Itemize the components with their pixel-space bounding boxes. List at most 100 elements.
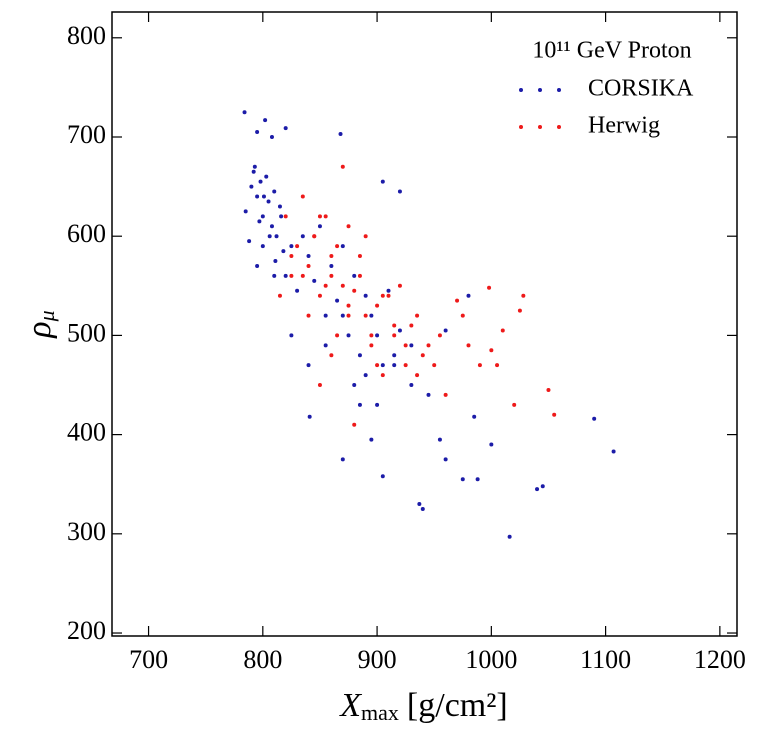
scatter-point <box>264 174 269 179</box>
scatter-point <box>495 363 500 368</box>
scatter-point <box>300 194 305 199</box>
scatter-point <box>317 383 322 388</box>
scatter-point <box>257 219 262 224</box>
scatter-point <box>592 416 597 421</box>
legend-marker <box>538 88 542 92</box>
scatter-point <box>397 328 402 333</box>
scatter-point <box>415 313 420 318</box>
scatter-point <box>329 273 334 278</box>
scatter-point <box>258 179 263 184</box>
scatter-point <box>392 363 397 368</box>
scatter-point <box>323 283 328 288</box>
scatter-point <box>380 373 385 378</box>
scatter-point <box>392 333 397 338</box>
scatter-point <box>363 373 368 378</box>
scatter-point <box>352 288 357 293</box>
scatter-point <box>289 244 294 249</box>
scatter-point <box>335 333 340 338</box>
scatter-point <box>460 313 465 318</box>
scatter-point <box>312 278 317 283</box>
scatter-point <box>267 234 272 239</box>
scatter-point <box>357 402 362 407</box>
scatter-point <box>252 164 257 169</box>
scatter-point <box>521 293 526 298</box>
scatter-point <box>277 293 282 298</box>
scatter-point <box>437 437 442 442</box>
scatter-point <box>443 392 448 397</box>
y-tick-label: 300 <box>67 517 106 546</box>
scatter-point <box>247 239 252 244</box>
scatter-point <box>403 343 408 348</box>
scatter-point <box>329 263 334 268</box>
scatter-point <box>352 383 357 388</box>
x-tick-label: 1000 <box>465 645 517 674</box>
legend-label: Herwig <box>588 113 660 139</box>
scatter-point <box>472 414 477 419</box>
x-label-subscript: max <box>361 700 399 725</box>
scatter-point <box>417 502 422 507</box>
scatter-point <box>260 244 265 249</box>
scatter-point <box>369 437 374 442</box>
scatter-point <box>489 348 494 353</box>
scatter-point <box>517 308 522 313</box>
scatter-point <box>306 263 311 268</box>
scatter-point <box>357 353 362 358</box>
x-tick-label: 800 <box>243 645 282 674</box>
scatter-point <box>329 353 334 358</box>
scatter-point <box>338 132 343 137</box>
x-label-unit: [g/cm²] <box>407 687 508 724</box>
legend-marker <box>519 88 523 92</box>
scatter-point <box>346 303 351 308</box>
scatter-point <box>369 343 374 348</box>
scatter-point <box>507 534 512 539</box>
x-label-symbol: X <box>338 687 362 724</box>
scatter-point <box>249 184 254 189</box>
scatter-point <box>255 263 260 268</box>
scatter-point <box>277 204 282 209</box>
scatter-point <box>397 189 402 194</box>
x-tick-label: 900 <box>358 645 397 674</box>
scatter-point <box>369 313 374 318</box>
scatter-point <box>352 273 357 278</box>
y-tick-label: 600 <box>67 219 106 248</box>
scatter-point <box>279 214 284 219</box>
scatter-point <box>312 234 317 239</box>
scatter-point <box>466 293 471 298</box>
scatter-point <box>272 273 277 278</box>
scatter-point <box>546 387 551 392</box>
legend-marker <box>538 125 542 129</box>
plot-frame <box>111 11 738 637</box>
scatter-point <box>363 293 368 298</box>
scatter-point <box>397 283 402 288</box>
scatter-point <box>272 189 277 194</box>
scatter-point <box>475 477 480 482</box>
scatter-point <box>306 313 311 318</box>
scatter-point <box>552 412 557 417</box>
scatter-point <box>289 273 294 278</box>
scatter-point <box>432 363 437 368</box>
legend-marker <box>557 88 561 92</box>
scatter-point <box>242 110 247 115</box>
scatter-point <box>340 457 345 462</box>
scatter-point <box>263 118 268 123</box>
scatter-point <box>375 303 380 308</box>
y-label-symbol: ρ <box>21 321 58 338</box>
scatter-point <box>329 254 334 259</box>
scatter-point <box>289 333 294 338</box>
scatter-point <box>300 273 305 278</box>
scatter-point <box>357 273 362 278</box>
scatter-point <box>295 288 300 293</box>
scatter-point <box>274 234 279 239</box>
y-tick-label: 200 <box>67 616 106 645</box>
scatter-point <box>346 224 351 229</box>
scatter-point <box>487 285 492 290</box>
scatter-point <box>260 214 265 219</box>
y-tick-label: 800 <box>67 21 106 50</box>
scatter-point <box>269 224 274 229</box>
scatter-point <box>352 422 357 427</box>
scatter-point <box>386 293 391 298</box>
scatter-point <box>306 363 311 368</box>
scatter-point <box>255 130 260 135</box>
